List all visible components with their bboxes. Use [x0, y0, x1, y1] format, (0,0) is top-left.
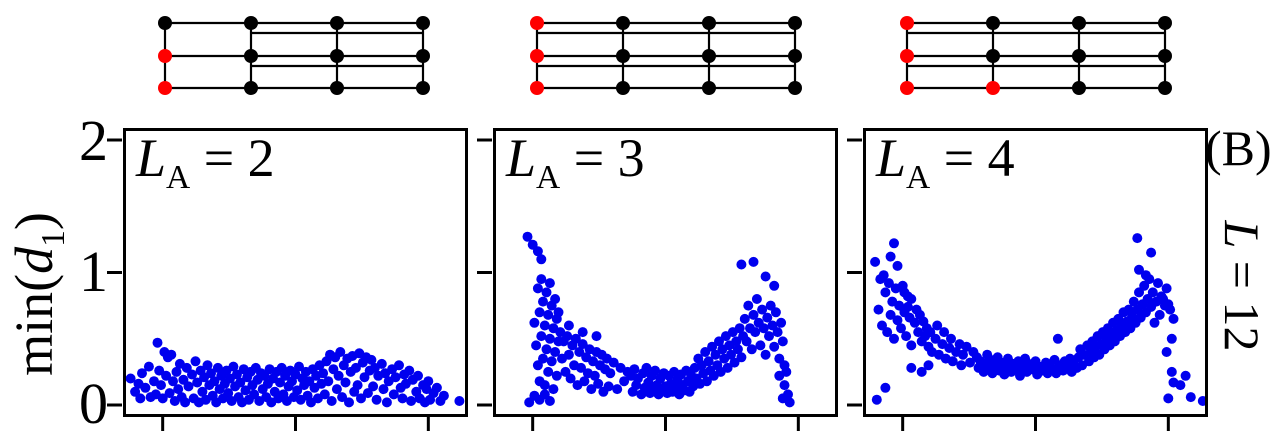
lattice-site [702, 16, 716, 30]
panel-LA3: LA = 3 [477, 128, 838, 431]
ytick-label-2: 2 [79, 108, 108, 173]
lattice-site [986, 16, 1000, 30]
lattice-site [986, 49, 1000, 63]
panel-letter-B: (B) [1205, 120, 1272, 176]
subsystem-site [530, 16, 544, 30]
panel-label-LA4: LA = 4 [876, 128, 1015, 196]
lattice-site [616, 49, 630, 63]
lattice-site [416, 49, 430, 63]
scatter-plot-LA4 [847, 128, 1208, 431]
lattice-site [330, 49, 344, 63]
lattice-site [616, 81, 630, 95]
lattice-diagrams [158, 16, 1172, 95]
lattice-site [788, 81, 802, 95]
lattice-site [616, 16, 630, 30]
lattice-LA2 [158, 16, 430, 95]
scatter-plot-LA2 [107, 128, 468, 431]
subsystem-site [900, 16, 914, 30]
lattice-site [158, 16, 172, 30]
panel-label-LA2: LA = 2 [136, 128, 275, 196]
scatter-plot-LA3 [477, 128, 838, 431]
subsystem-site [900, 81, 914, 95]
panel-label-LA3: LA = 3 [506, 128, 645, 196]
lattice-site [702, 81, 716, 95]
lattice-site [1158, 81, 1172, 95]
lattice-site [1072, 16, 1086, 30]
lattice-LA3 [530, 16, 802, 95]
lattice-site [330, 16, 344, 30]
subsystem-site [530, 81, 544, 95]
system-size-label: L = 12 [1214, 220, 1270, 352]
lattice-site [416, 16, 430, 30]
axes-frame [863, 128, 1208, 417]
subsystem-site [900, 49, 914, 63]
scatter-points [125, 337, 465, 408]
lattice-site [244, 49, 258, 63]
lattice-site [1072, 49, 1086, 63]
lattice-site [1158, 16, 1172, 30]
axes-frame [493, 128, 838, 417]
scatter-points [870, 233, 1208, 406]
lattice-site [1158, 49, 1172, 63]
lattice-site [244, 81, 258, 95]
scatter-points [522, 231, 795, 408]
lattice-site [330, 81, 344, 95]
lattice-site [1072, 81, 1086, 95]
lattice-site [416, 81, 430, 95]
lattice-site [788, 16, 802, 30]
panel-LA2: LA = 2 [107, 128, 468, 431]
axes-frame [123, 128, 468, 417]
ytick-label-0: 0 [79, 371, 108, 436]
subsystem-site [530, 49, 544, 63]
lattice-site [702, 49, 716, 63]
lattice-site [788, 49, 802, 63]
lattice-site [244, 16, 258, 30]
subsystem-site [986, 81, 1000, 95]
subsystem-site [158, 49, 172, 63]
subsystem-site [158, 81, 172, 95]
ytick-label-1: 1 [79, 239, 108, 304]
panel-LA4: LA = 4 [847, 128, 1208, 431]
lattice-LA4 [900, 16, 1172, 95]
